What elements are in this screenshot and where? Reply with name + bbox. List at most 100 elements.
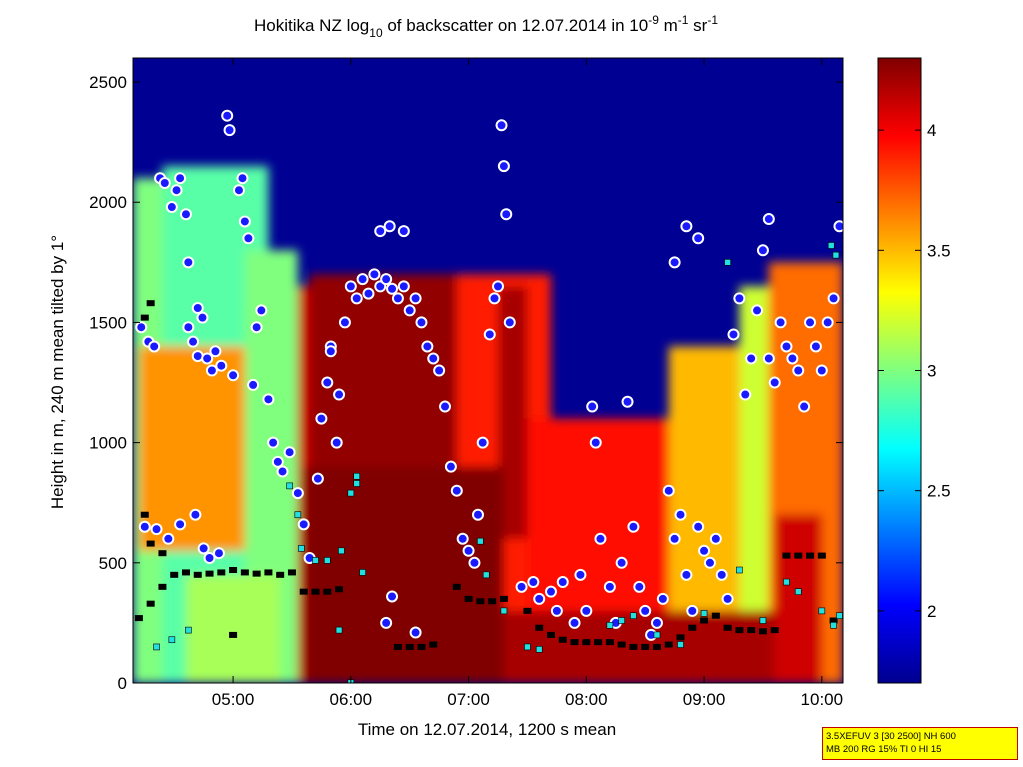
y-tick-label: 0	[118, 674, 127, 693]
layer-base-marker	[570, 639, 579, 646]
aerosol-marker	[286, 482, 293, 490]
cloud-marker	[221, 109, 234, 122]
layer-base-marker	[700, 617, 709, 624]
colorbar-tick-label: 2	[927, 602, 936, 621]
cloud-marker	[187, 335, 200, 348]
cloud-marker	[497, 160, 510, 173]
layer-base-marker	[629, 643, 638, 650]
aerosol-marker	[832, 251, 840, 259]
title-part3: m	[659, 16, 678, 35]
y-axis: 0 500 1000 1500 2000 2500	[89, 73, 843, 693]
layer-base-marker	[276, 571, 285, 578]
cloud-marker	[703, 556, 716, 569]
cloud-marker	[330, 436, 343, 449]
layer-base-marker	[582, 639, 591, 646]
layer-base-marker	[770, 627, 779, 634]
aerosol-marker	[294, 511, 302, 519]
layer-base-marker	[158, 550, 167, 557]
backscatter-region	[303, 466, 504, 683]
cloud-marker	[786, 352, 799, 365]
layer-base-marker	[676, 634, 685, 641]
cloud-marker	[386, 282, 399, 295]
chart-title: Hokitika NZ log10 of backscatter on 12.0…	[254, 13, 718, 40]
cloud-marker	[397, 280, 410, 293]
cloud-marker	[674, 508, 687, 521]
layer-base-marker	[794, 552, 803, 559]
x-tick-label: 08:00	[565, 690, 608, 709]
x-tick-label: 07:00	[447, 690, 490, 709]
cloud-marker	[586, 400, 599, 413]
cloud-marker	[762, 213, 775, 226]
colorbar-ticks: 2 2.5 3 3.5 4	[878, 121, 951, 621]
layer-base-marker	[252, 570, 261, 577]
cloud-marker	[809, 340, 822, 353]
cloud-marker	[444, 460, 457, 473]
aerosol-marker	[653, 631, 661, 639]
cloud-marker	[170, 184, 183, 197]
cloud-marker	[727, 328, 740, 341]
aerosol-marker	[153, 643, 160, 651]
x-axis-label: Time on 12.07.2014, 1200 s mean	[358, 720, 616, 739]
aerosol-marker	[830, 622, 837, 629]
aerosol-marker	[298, 545, 305, 552]
cloud-marker	[350, 292, 363, 305]
layer-base-marker	[264, 569, 273, 576]
layer-base-marker	[747, 627, 756, 634]
aerosol-marker	[618, 617, 625, 624]
cloud-marker	[223, 124, 236, 137]
x-tick-label: 10:00	[801, 690, 844, 709]
aerosol-marker	[185, 626, 192, 634]
aerosol-marker	[827, 242, 835, 249]
cloud-marker	[380, 273, 393, 286]
aerosol-marker	[736, 566, 743, 574]
cloud-marker	[698, 544, 711, 557]
cloud-marker	[721, 592, 734, 605]
cloud-marker	[433, 364, 446, 377]
cloud-marker	[756, 244, 769, 257]
backscatter-region	[774, 514, 822, 683]
x-axis: 05:00 06:00 07:00 08:00 09:00 10:00	[212, 58, 843, 709]
cloud-marker	[191, 302, 204, 314]
cloud-marker	[191, 350, 204, 363]
settings-info-box: 3.5XEFUV 3 [30 2500] NH 600 MB 200 RG 15…	[822, 727, 1018, 760]
y-tick-label: 1000	[89, 434, 127, 453]
layer-base-marker	[335, 586, 344, 593]
cloud-marker	[324, 345, 337, 358]
cloud-marker	[203, 552, 216, 564]
cloud-marker	[344, 280, 357, 293]
cloud-marker	[471, 508, 484, 521]
cloud-marker	[668, 532, 681, 545]
layer-base-marker	[181, 569, 190, 576]
cloud-marker	[242, 232, 255, 245]
cloud-marker	[544, 585, 557, 598]
cloud-marker	[639, 604, 652, 617]
aerosol-marker	[482, 571, 490, 579]
cloud-marker	[262, 393, 275, 406]
cloud-marker	[668, 256, 681, 269]
layer-base-marker	[711, 612, 720, 619]
cloud-marker	[380, 616, 393, 629]
title-sup3: -1	[707, 13, 718, 27]
layer-base-marker	[758, 628, 767, 635]
cloud-marker	[483, 328, 496, 341]
layer-base-marker	[240, 569, 249, 576]
cloud-marker	[386, 590, 399, 603]
cloud-marker	[815, 364, 828, 377]
cloud-marker	[247, 378, 260, 391]
cloud-marker	[333, 388, 346, 401]
cloud-marker	[656, 592, 669, 605]
aerosol-marker	[477, 537, 484, 545]
cloud-marker	[227, 369, 240, 382]
y-axis-label: Height in m, 240 m mean tilted by 1°	[48, 235, 67, 509]
cloud-marker	[397, 225, 410, 238]
cloud-marker	[174, 518, 187, 531]
cloud-marker	[450, 484, 463, 497]
info-line-1: 3.5XEFUV 3 [30 2500] NH 600	[826, 731, 956, 742]
cloud-marker	[150, 523, 163, 536]
layer-base-marker	[170, 571, 179, 578]
cloud-marker	[271, 455, 284, 468]
aerosol-marker	[724, 259, 731, 266]
aerosol-marker	[535, 646, 543, 653]
layer-base-marker	[146, 540, 155, 547]
y-tick-label: 2000	[89, 193, 127, 212]
